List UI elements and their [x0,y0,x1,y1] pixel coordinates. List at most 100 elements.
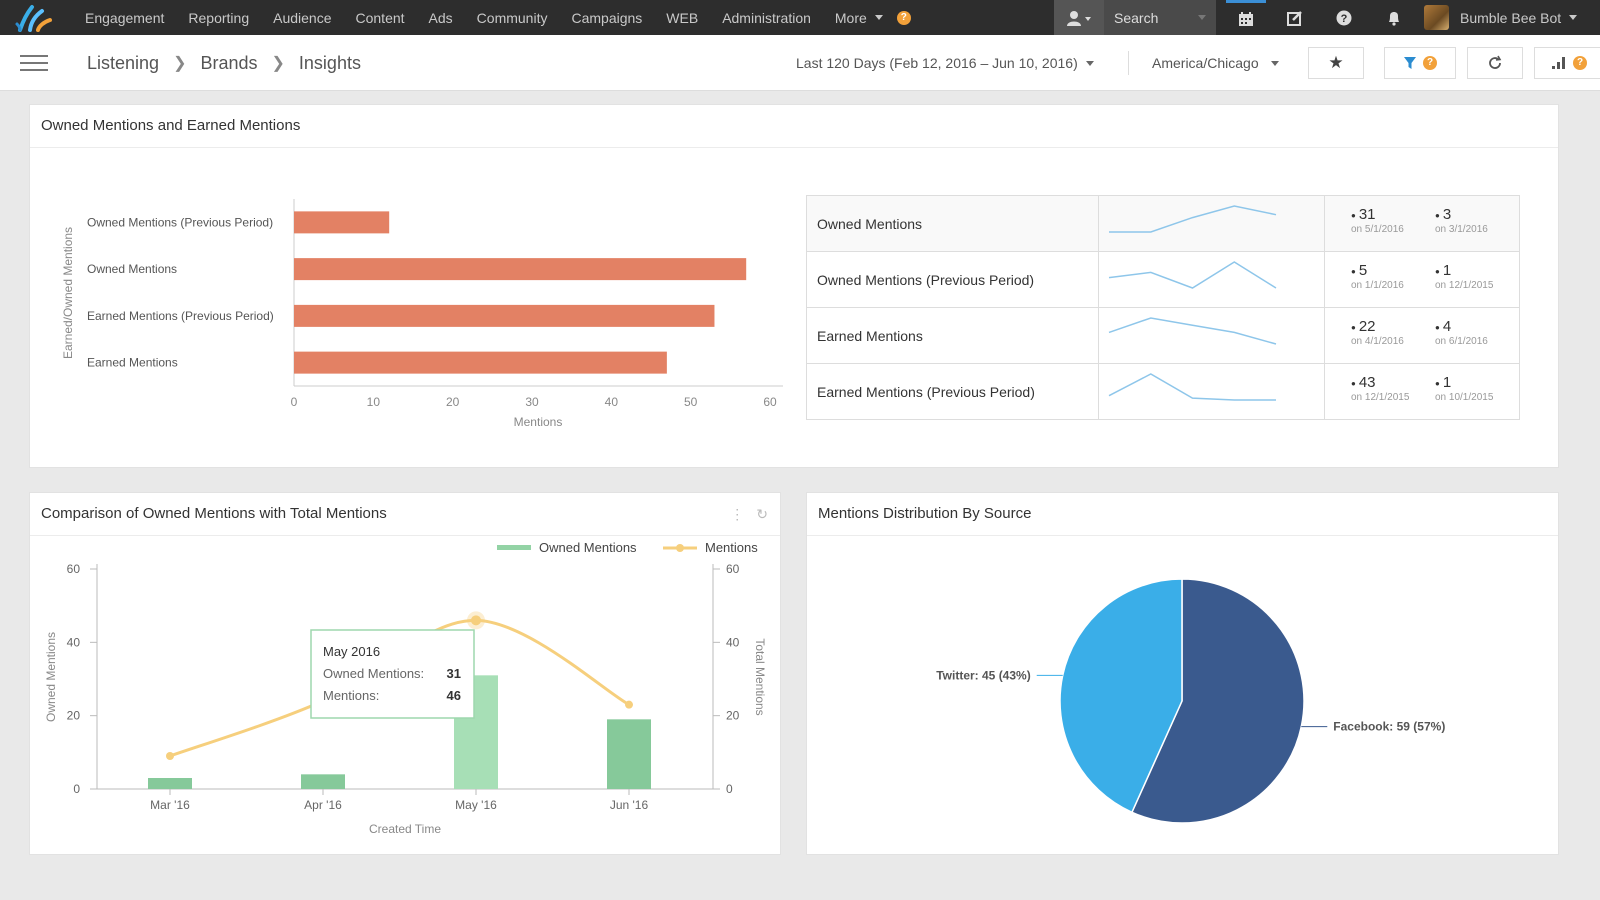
filter-count-badge: ? [1423,56,1437,70]
y-tick-label: 60 [67,562,81,576]
sparkline-cell [1098,195,1325,252]
refresh-icon[interactable]: ↻ [756,506,768,522]
breadcrumb-listening[interactable]: Listening [87,52,160,73]
nav-item-engagement[interactable]: Engagement [85,9,165,26]
help-button[interactable]: ? [1324,0,1364,35]
x-tick-label: Apr '16 [304,798,342,812]
x-tick-label: 40 [605,395,619,409]
tooltip-title: May 2016 [323,644,380,659]
low-date: on 6/1/2016 [1435,336,1488,347]
notifications-button[interactable] [1374,0,1414,35]
pie-slice [1059,578,1183,814]
sprinklr-logo-icon[interactable] [14,4,54,32]
date-range-picker[interactable]: Last 120 Days (Feb 12, 2016 – Jun 10, 20… [796,35,1094,91]
y2-axis-label: Total Mentions [753,638,767,715]
sparkline-path [1108,261,1277,289]
row-label: Owned Mentions [806,195,1099,252]
low-date: on 10/1/2015 [1435,392,1494,403]
nav-item-campaigns[interactable]: Campaigns [571,9,643,26]
nav-item-audience[interactable]: Audience [273,9,332,26]
legend-owned-label: Owned Mentions [539,540,637,555]
nav-item-reporting[interactable]: Reporting [188,9,250,26]
user-menu[interactable]: Bumble Bee Bot [1460,0,1578,35]
legend-mentions-label: Mentions [705,540,758,555]
search-input[interactable]: Search [1104,0,1216,35]
chevron-right-icon: ❯ [271,55,285,72]
mentions-point [166,752,174,760]
x-tick-label: Mar '16 [150,798,190,812]
y2-tick-label: 0 [726,782,733,796]
sparkline [1108,317,1277,345]
x-tick-label: 30 [525,395,539,409]
y2-tick-label: 20 [726,709,740,723]
low-stat: 1on 12/1/2015 [1435,262,1493,291]
table-row: Owned Mentions (Previous Period) 5on 1/1… [806,251,1520,308]
date-range-label: Last 120 Days (Feb 12, 2016 – Jun 10, 20… [796,55,1078,71]
category-label: Earned Mentions (Previous Period) [87,309,274,323]
bar [294,351,667,374]
timezone-picker[interactable]: America/Chicago [1152,35,1279,91]
x-tick-label: 10 [367,395,381,409]
help-badge[interactable]: ? [896,10,911,25]
distribution-panel: Mentions Distribution By Source Facebook… [806,492,1559,855]
x-tick-label: 20 [446,395,460,409]
nav-item-community[interactable]: Community [476,9,548,26]
tooltip-mentions-value: 46 [447,688,461,703]
bar-chart-icon [1552,57,1565,69]
chevron-down-icon [1569,15,1578,20]
high-value: 5 [1351,262,1404,279]
y-tick-label: 40 [67,635,81,649]
hamburger-menu-icon[interactable] [20,55,48,71]
stats-cell: 5on 1/1/2016 1on 12/1/2015 [1324,251,1520,308]
avatar[interactable] [1424,5,1449,30]
nav-item-web[interactable]: WEB [666,9,699,26]
refresh-button[interactable] [1467,47,1523,79]
chevron-right-icon: ❯ [173,55,187,72]
low-stat: 3on 3/1/2016 [1435,206,1488,235]
low-date: on 12/1/2015 [1435,280,1494,291]
filter-button[interactable]: ? [1384,47,1456,79]
panel-title: Comparison of Owned Mentions with Total … [30,493,780,536]
calendar-button[interactable] [1226,0,1266,35]
user-switcher[interactable] [1054,0,1104,35]
layout-options-button[interactable]: ? [1534,47,1600,79]
compose-icon [1287,10,1302,26]
compose-button[interactable] [1275,0,1315,35]
page-header: Listening ❯ Brands ❯ Insights Last 120 D… [0,35,1600,91]
nav-item-administration[interactable]: Administration [722,9,811,26]
row-label: Owned Mentions (Previous Period) [806,251,1099,308]
pie-slice [1130,578,1305,824]
more-options-icon[interactable]: ⋮ [730,506,745,522]
timezone-label: America/Chicago [1152,55,1259,71]
mentions-point [471,615,481,626]
sparkline-path [1108,373,1276,401]
x-axis-label: Created Time [369,822,441,836]
bar [294,304,715,327]
x-tick-label: 0 [291,395,298,409]
main-menu: Engagement Reporting Audience Content Ad… [85,0,935,35]
tooltip-box [310,629,475,719]
y-tick-label: 20 [67,709,81,723]
high-date: on 12/1/2015 [1351,392,1410,403]
sparkline-path [1108,317,1277,345]
favorite-button[interactable]: ★ [1308,47,1364,79]
y-axis-label: Owned Mentions [44,632,58,722]
breadcrumb-brands[interactable]: Brands [200,52,258,73]
nav-item-ads[interactable]: Ads [428,9,453,26]
pie-label: Facebook: 59 (57%) [1333,720,1445,734]
nav-more-menu[interactable]: More ? [835,10,911,26]
sparkline-cell [1098,363,1325,420]
mentions-point [625,700,633,709]
panel-title: Mentions Distribution By Source [807,493,1558,536]
nav-item-content[interactable]: Content [355,9,405,26]
chevron-down-icon [1198,15,1206,20]
y-tick-label: 0 [73,782,80,796]
pie-label: Twitter: 45 (43%) [936,668,1030,682]
tooltip-owned-value: 31 [447,666,461,681]
category-label: Owned Mentions (Previous Period) [87,215,273,229]
